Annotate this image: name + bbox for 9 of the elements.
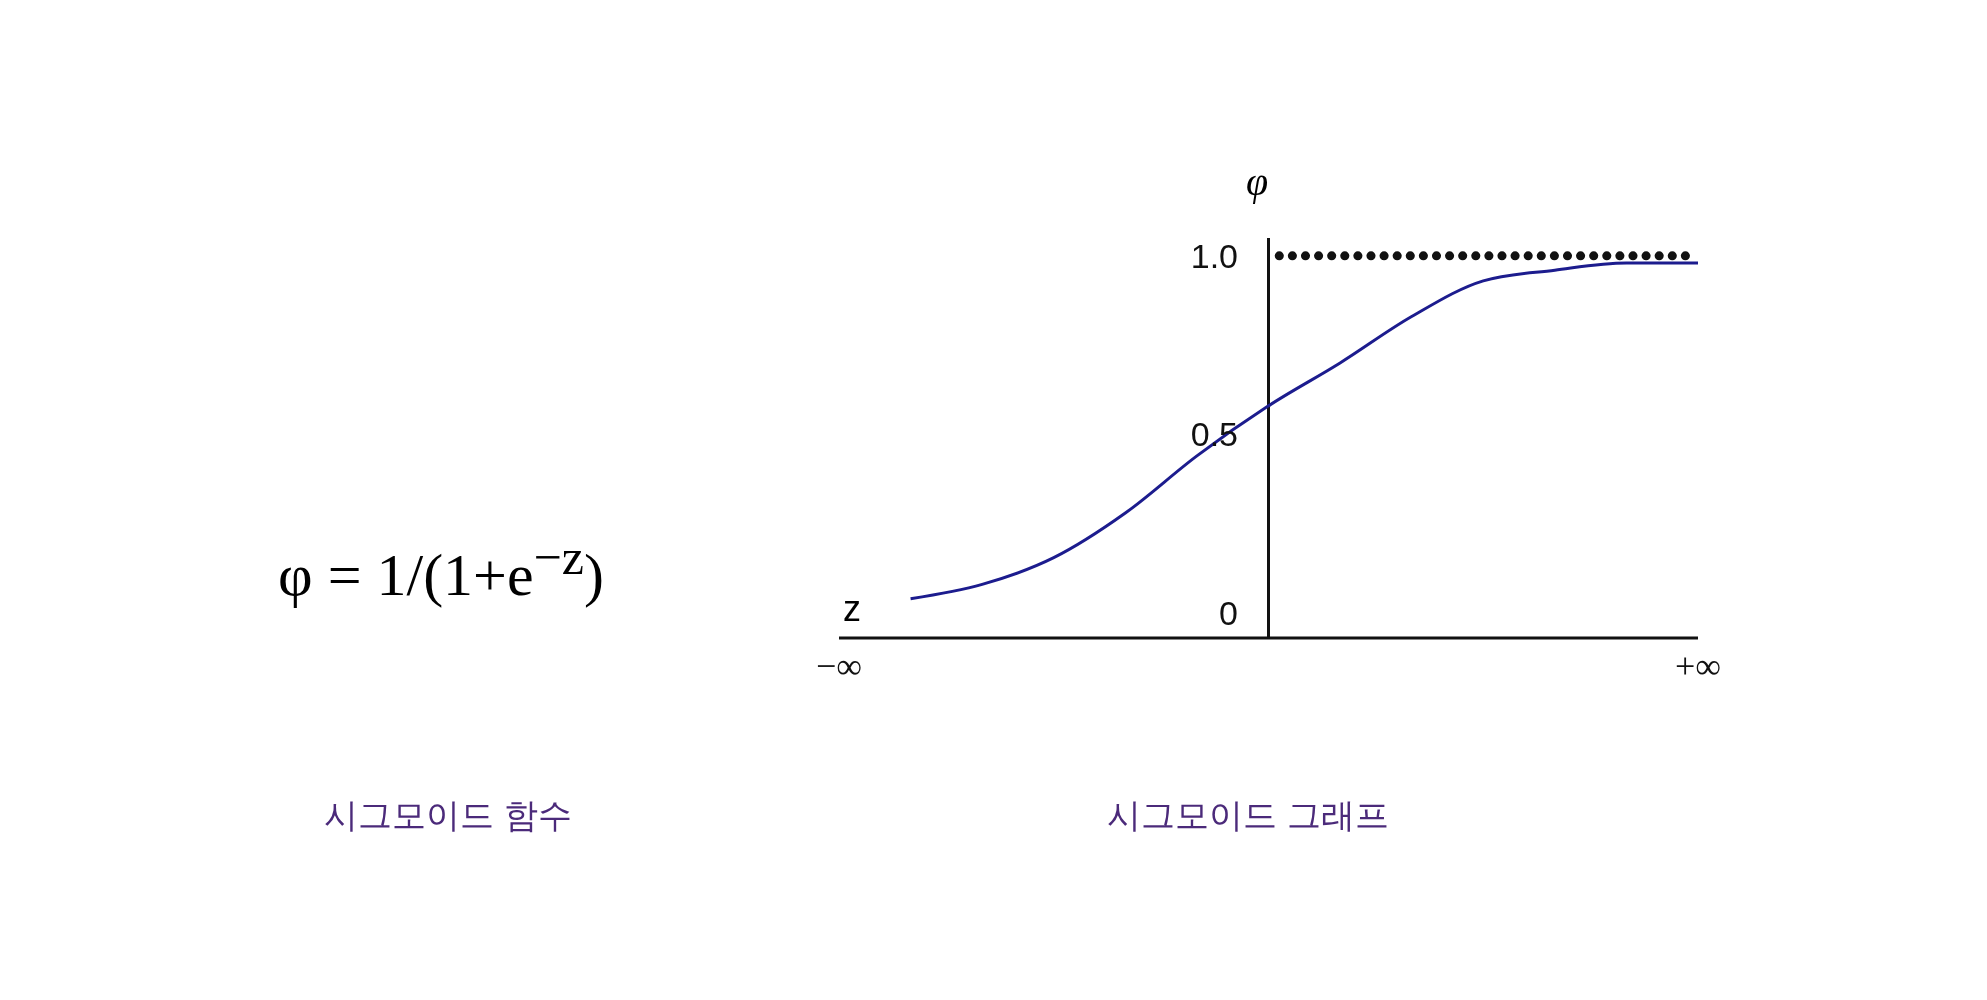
text: φ = 1/(1+e$^{−z}$) [278, 528, 604, 610]
x-tick-label: −∞ [816, 645, 862, 686]
y-axis-title: φ [1246, 158, 1269, 205]
text: 시그모이드 그래프 [1106, 794, 1390, 837]
y-tick-label: 1.0 [1190, 236, 1238, 275]
y-tick-label: 0 [1219, 593, 1238, 632]
text: 시그모이드 함수 [323, 794, 573, 837]
x-tick-label: +∞ [1675, 645, 1721, 686]
x-axis-title: z [843, 588, 861, 630]
